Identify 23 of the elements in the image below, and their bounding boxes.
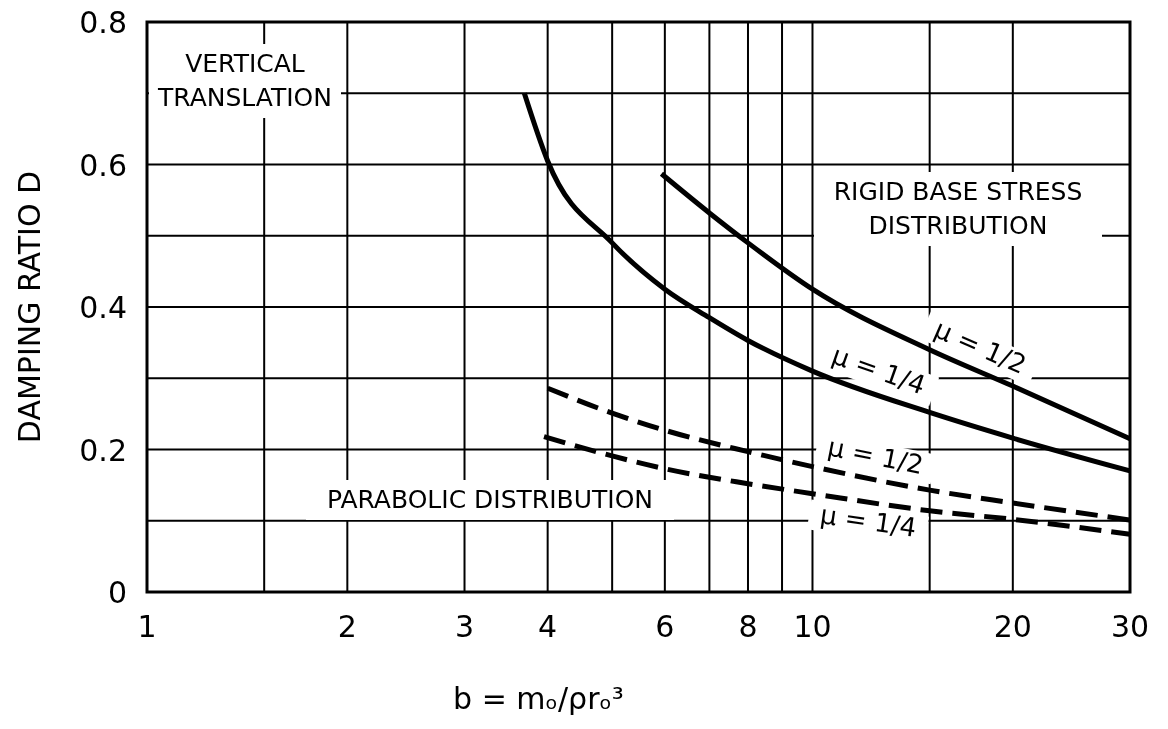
- x-tick-label: 30: [1110, 609, 1150, 644]
- x-tick-label: 6: [655, 609, 675, 644]
- x-tick-label: 10: [793, 609, 832, 644]
- text: μ = 1/2: [825, 431, 926, 481]
- y-tick-label: 0.8: [79, 5, 127, 40]
- y-axis-title: DAMPING RATIO D: [12, 170, 47, 444]
- text: μ = 1/2: [930, 313, 1031, 380]
- y-tick-label: 0.6: [79, 147, 127, 183]
- y-tick-label: 0.2: [79, 432, 127, 468]
- x-tick-label: 20: [993, 609, 1032, 644]
- y-tick-label: 0: [107, 575, 127, 610]
- x-tick-label: 1: [137, 609, 157, 644]
- text: μ = 1/4: [828, 339, 930, 401]
- x-tick-label: 2: [337, 609, 357, 644]
- annotation: VERTICAL TRANSLATION: [157, 49, 332, 112]
- annotation: RIGID BASE STRESS DISTRIBUTION: [833, 177, 1083, 240]
- annotation: PARABOLIC DISTRIBUTION: [326, 485, 654, 514]
- x-axis-title: b = mₒ/ρrₒ³: [453, 681, 624, 716]
- x-tick-label: 8: [738, 609, 758, 644]
- x-tick-label: 4: [538, 609, 558, 644]
- text: μ = 1/4: [818, 499, 919, 543]
- y-tick-label: 0.4: [79, 290, 127, 325]
- x-tick-label: 3: [454, 609, 475, 644]
